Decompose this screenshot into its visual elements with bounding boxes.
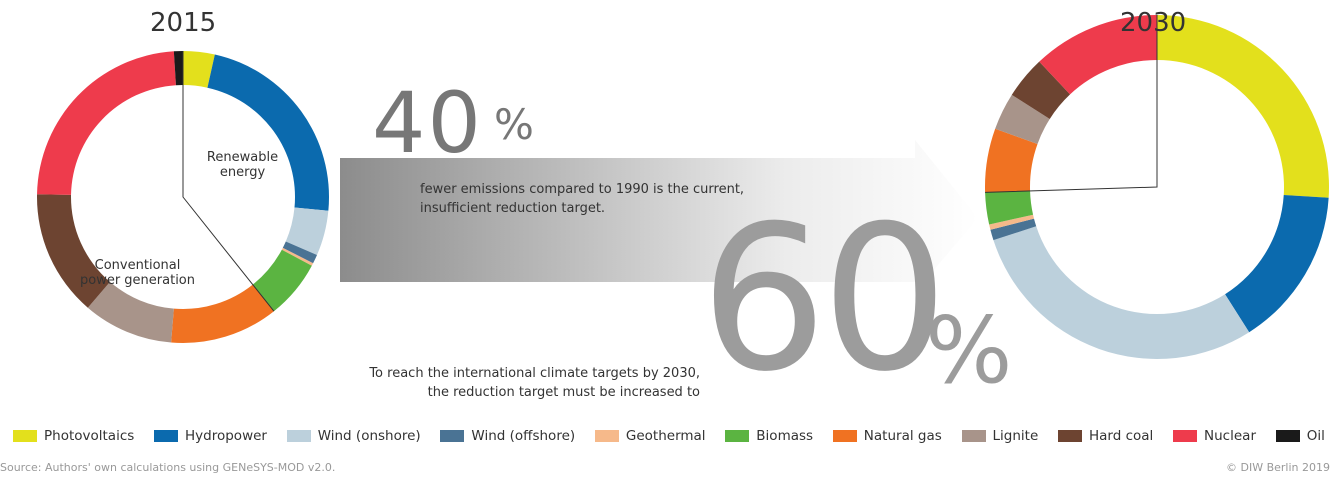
- annotation: Conventional power generation: [79, 258, 195, 288]
- annotation: Renewable energy: [206, 150, 279, 180]
- donut-segment: [1225, 194, 1329, 333]
- donut-segment: [990, 218, 1037, 241]
- legend-item: Biomass: [725, 428, 813, 444]
- donut-segment: [989, 214, 1034, 230]
- donut-segment: [173, 51, 183, 86]
- sector-divider: [182, 51, 275, 312]
- legend-item: Hard coal: [1057, 428, 1154, 444]
- legend-label: Wind (onshore): [317, 428, 421, 444]
- legend-item: Hydropower: [154, 428, 267, 444]
- legend-swatch: [725, 430, 750, 442]
- legend-swatch: [594, 430, 619, 442]
- legend-item: Nuclear: [1173, 428, 1256, 444]
- legend-item: Oil: [1275, 428, 1325, 444]
- legend-label: Oil: [1306, 428, 1325, 444]
- legend-swatch: [440, 430, 465, 442]
- chart-title: 2015: [150, 8, 217, 38]
- legend-label: Natural gas: [863, 428, 942, 444]
- legend-swatch: [13, 430, 37, 442]
- legend-swatch: [1173, 430, 1198, 442]
- legend-item: Wind (onshore): [286, 428, 421, 444]
- legend-label: Biomass: [756, 428, 814, 444]
- donut-segment: [183, 51, 215, 88]
- legend-swatch: [832, 430, 857, 442]
- sector-divider: [985, 15, 1158, 193]
- legend-swatch: [961, 430, 986, 442]
- donut-segment: [995, 94, 1050, 144]
- donut-segment: [37, 51, 176, 195]
- donut-segment: [1157, 15, 1329, 198]
- donut-segment: [207, 54, 330, 211]
- legend-label: Nuclear: [1204, 428, 1256, 444]
- legend-item: Photovoltaics: [13, 428, 134, 444]
- callout-figure: 40: [372, 74, 483, 172]
- legend-item: Geothermal: [594, 428, 706, 444]
- legend-label: Hydropower: [185, 428, 267, 444]
- donut-segment: [282, 241, 317, 264]
- source: Source: Authors' own calculations using …: [0, 461, 336, 474]
- legend-label: Lignite: [992, 428, 1039, 444]
- legend-label: Hard coal: [1088, 428, 1154, 444]
- legend-item: Natural gas: [832, 428, 942, 444]
- legend-swatch: [1057, 430, 1082, 442]
- donut-segment: [1039, 15, 1157, 95]
- donut-segment: [1011, 61, 1071, 119]
- legend-swatch: [286, 430, 311, 442]
- legend-label: Photovoltaics: [44, 428, 135, 444]
- legend-swatch: [154, 430, 179, 442]
- donut-segment: [985, 190, 1034, 225]
- legend-item: Lignite: [961, 428, 1039, 444]
- callout-text: To reach the international climate targe…: [369, 366, 700, 400]
- callout-unit: %: [494, 100, 534, 149]
- chart-title: 2030: [1120, 8, 1187, 38]
- arrow: [340, 140, 978, 292]
- legend-swatch: [1275, 430, 1300, 442]
- legend-label: Wind (offshore): [471, 428, 576, 444]
- copyright: © DIW Berlin 2019: [1226, 461, 1330, 474]
- donut-segment: [985, 128, 1038, 193]
- callout-text: fewer emissions compared to 1990 is the …: [420, 182, 745, 216]
- donut-segment: [171, 284, 274, 343]
- donut-segment: [87, 281, 174, 343]
- donut-segment: [993, 226, 1250, 359]
- donut-segment: [281, 247, 314, 266]
- callout-figure: 60: [700, 183, 948, 416]
- donut-segment: [36, 194, 110, 308]
- callout-unit: %: [925, 297, 1013, 404]
- legend-item: Wind (offshore): [440, 428, 575, 444]
- donut-segment: [285, 207, 329, 255]
- legend: Photovoltaics Hydropower Wind (onshore) Win…: [13, 428, 1325, 444]
- legend-label: Geothermal: [625, 428, 706, 444]
- donut-segment: [252, 249, 312, 312]
